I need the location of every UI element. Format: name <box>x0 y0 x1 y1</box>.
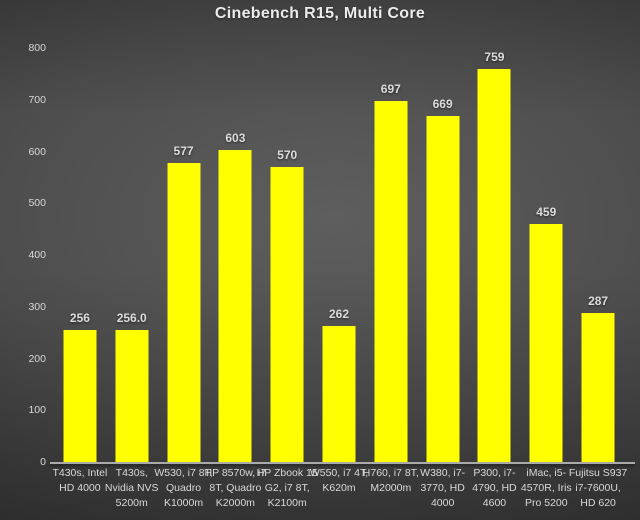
bar <box>529 224 563 462</box>
bar <box>426 115 460 462</box>
bar-slot: 459 <box>520 48 572 462</box>
bar-slot: 603 <box>209 48 261 462</box>
bar-slot: 669 <box>417 48 469 462</box>
bar-value-label: 256.0 <box>116 310 147 325</box>
bar <box>218 149 252 462</box>
bar-slot: 577 <box>158 48 210 462</box>
plot-area: 256 256.0 577 603 570 262 697 669 759 459 287 <box>54 48 624 462</box>
bar <box>270 167 304 462</box>
bar-slot: 759 <box>469 48 521 462</box>
bar-slot: 697 <box>365 48 417 462</box>
bar-slot: 262 <box>313 48 365 462</box>
y-tick-label: 300 <box>28 300 46 313</box>
bar-value-label: 669 <box>432 96 453 111</box>
bar <box>63 329 97 462</box>
x-axis-line <box>50 462 635 464</box>
bar-value-label: 570 <box>277 148 298 163</box>
bar-value-label: 256 <box>69 310 90 325</box>
x-tick-label: HP Zbook 15 G2, i7 8T, K2100m <box>256 467 318 509</box>
bar <box>374 101 408 462</box>
chart-title: Cinebench R15, Multi Core <box>214 5 426 22</box>
bar-value-label: 577 <box>173 144 194 159</box>
bar-value-label: 759 <box>484 50 505 65</box>
x-tick-label: Fujitsu S937 i7-7600U, HD 620 <box>568 467 628 509</box>
bar-value-label: 287 <box>588 294 609 309</box>
x-tick-label: W530, i7 8T, Quadro K1000m <box>154 467 213 509</box>
y-tick-label: 400 <box>28 249 46 261</box>
y-tick-label: 100 <box>28 404 46 417</box>
bar-slot: 570 <box>261 48 313 462</box>
x-tick-label: T430s, Intel HD 4000 <box>52 467 108 494</box>
bar <box>581 313 615 462</box>
y-tick-label: 600 <box>28 145 46 158</box>
bar <box>167 163 201 462</box>
bar <box>322 326 356 462</box>
bar-value-label: 262 <box>328 307 349 322</box>
x-tick-label: iMac, i5- 4570R, Iris Pro 5200 <box>520 467 572 509</box>
x-tick-label: W380, i7- 3770, HD 4000 <box>420 467 466 509</box>
x-tick-label: T430s, Nvidia NVS 5200m <box>104 467 159 509</box>
x-tick-label: H760, i7 8T, M2000m <box>362 467 419 494</box>
bar <box>115 329 149 462</box>
y-tick-label: 200 <box>28 352 46 365</box>
bar-value-label: 459 <box>536 205 557 220</box>
x-tick-label: W550, i7 4T, K620m <box>309 467 369 494</box>
bar <box>477 69 511 462</box>
bar-slot: 256.0 <box>106 48 158 462</box>
bar-slot: 287 <box>572 48 624 462</box>
y-tick-label: 700 <box>28 93 46 106</box>
bar-value-label: 603 <box>225 130 246 145</box>
y-tick-label: 500 <box>28 197 46 210</box>
bar-slot: 256 <box>54 48 106 462</box>
x-tick-label: HP 8570w, i7 8T, Quadro K2000m <box>204 467 267 509</box>
bar-value-label: 697 <box>380 82 401 97</box>
y-tick-label: 800 <box>28 42 46 54</box>
x-tick-label: P300, i7- 4790, HD 4600 <box>472 467 517 509</box>
y-tick-label: 0 <box>40 456 46 468</box>
